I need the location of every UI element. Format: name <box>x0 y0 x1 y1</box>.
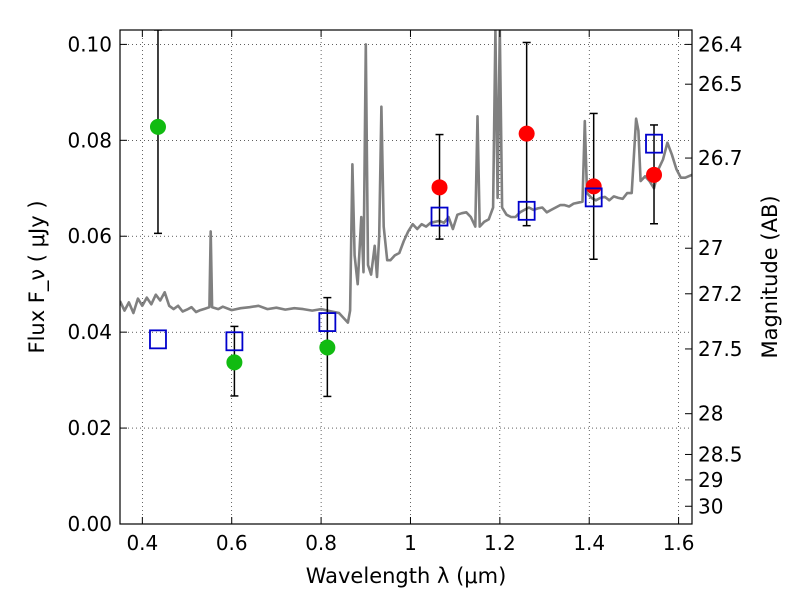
ticks: 0.4 0.6 0.8 1 1.2 1.4 1.6 0.00 0.02 0.04 0.06 0.08 0… <box>67 30 743 555</box>
x-tick-label: 0.6 <box>216 531 248 555</box>
mag-tick-label: 27 <box>698 236 723 260</box>
green-point <box>319 339 336 356</box>
x-tick-label: 1.6 <box>663 531 695 555</box>
mag-tick-label: 26.4 <box>698 32 743 56</box>
mag-tick-label: 27.2 <box>698 282 743 306</box>
red-point <box>431 179 448 196</box>
model-square <box>430 206 449 227</box>
red-point <box>585 178 602 195</box>
y-tick-label: 0.10 <box>67 32 112 56</box>
mag-tick-label: 27.5 <box>698 337 743 361</box>
model-square <box>517 200 536 221</box>
mag-tick-label: 30 <box>698 494 723 518</box>
green-point <box>149 118 166 135</box>
y-tick-label: 0.08 <box>67 128 112 152</box>
x-axis-label: Wavelength λ (μm) <box>306 564 507 588</box>
green-point <box>226 354 243 371</box>
mag-tick-label: 26.5 <box>698 72 743 96</box>
data-markers <box>149 118 663 371</box>
y-tick-label: 0.06 <box>67 224 112 248</box>
y-tick-label: 0.00 <box>67 512 112 536</box>
y-tick-label: 0.02 <box>67 416 112 440</box>
mag-tick-label: 28.5 <box>698 442 743 466</box>
red-point <box>518 125 535 142</box>
y-axis-right-label: Magnitude (AB) <box>758 195 782 358</box>
model-spectrum <box>120 30 692 324</box>
mag-tick-label: 28 <box>698 402 723 426</box>
x-tick-label: 0.4 <box>126 531 158 555</box>
red-point <box>646 166 663 183</box>
y-tick-label: 0.04 <box>67 320 112 344</box>
mag-tick-label: 26.7 <box>698 146 743 170</box>
mag-tick-label: 29 <box>698 468 723 492</box>
y-axis-label: Flux F_ν ( μJy ) <box>25 200 50 353</box>
x-tick-label: 1 <box>404 531 417 555</box>
spectrum-line <box>120 30 692 324</box>
model-square <box>584 187 603 208</box>
model-square <box>645 133 663 154</box>
model-square <box>149 329 167 350</box>
model-square <box>318 312 337 332</box>
x-tick-label: 1.4 <box>573 531 605 555</box>
plot-frame <box>119 29 693 525</box>
model-square <box>225 331 244 352</box>
x-tick-label: 0.8 <box>305 531 337 555</box>
x-tick-label: 1.2 <box>484 531 516 555</box>
